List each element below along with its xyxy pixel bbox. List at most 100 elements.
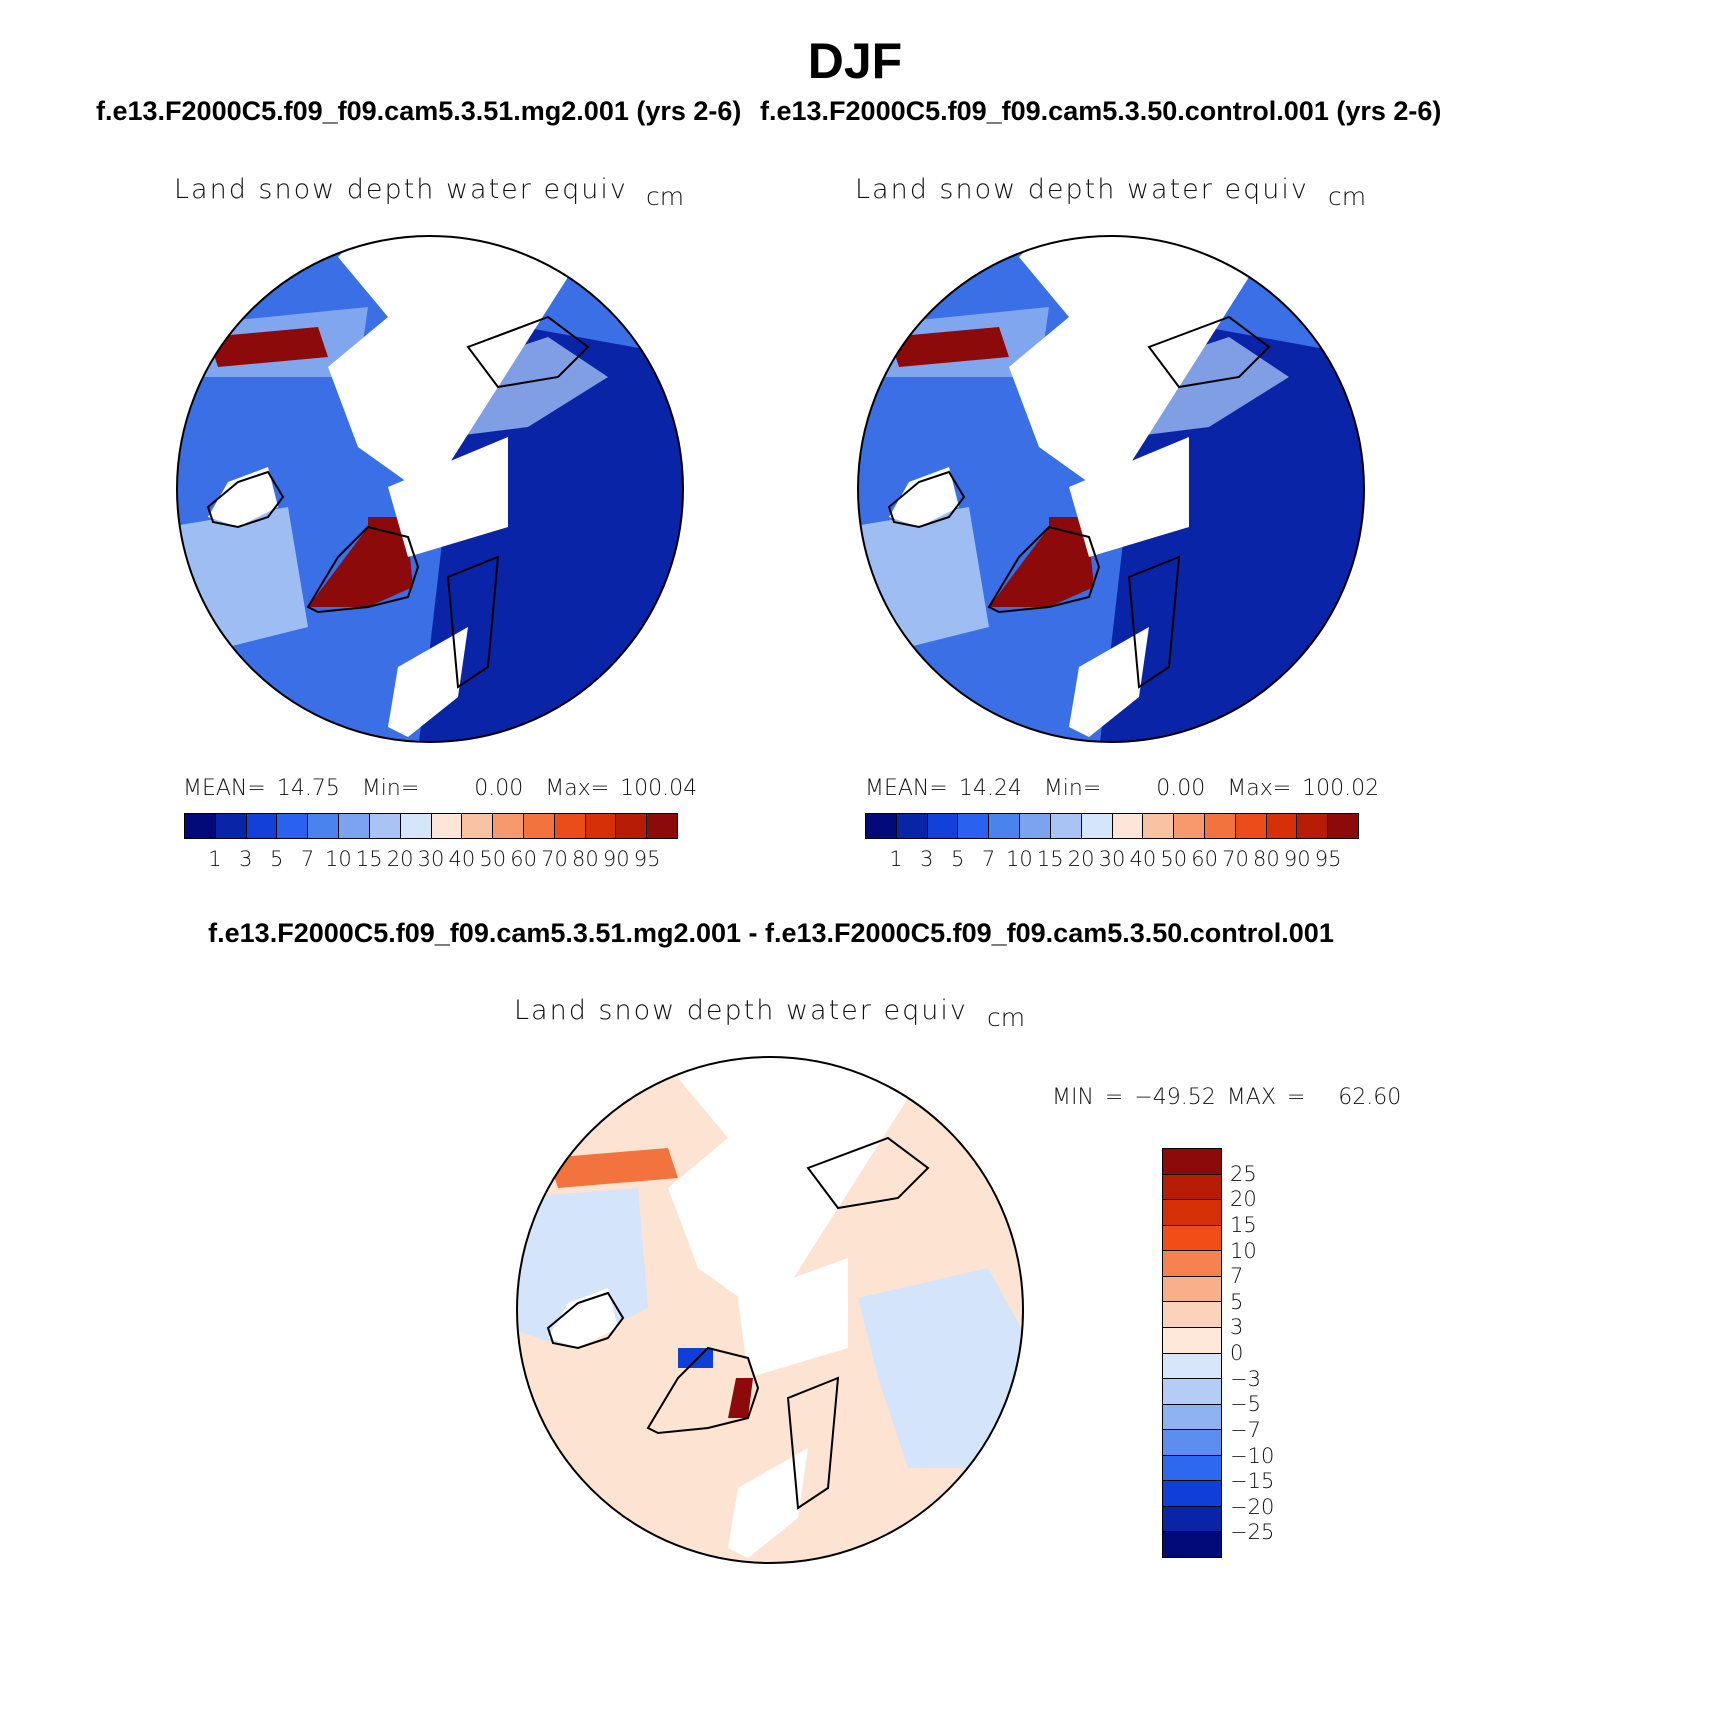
panel2-colorbar-swatch-7 (1081, 814, 1113, 838)
panel1-colorbar-tick-label: 10 (325, 847, 352, 871)
panel1-colorbar-tick-label: 95 (633, 847, 661, 871)
panel3-units: cm (987, 1003, 1026, 1032)
case2-title: f.e13.F2000C5.f09_f09.cam5.3.50.control.… (760, 96, 1442, 126)
panel2-colorbar-swatch-5 (1020, 814, 1051, 838)
diff-colorbar-ticks: 25 20 15 10 7 5 3 0 −3 −5 −7 −10 −15 −20 −25 (1230, 1148, 1310, 1558)
diff-colorbar-swatch-13 (1163, 1481, 1221, 1507)
panel2-colorbar-swatch-6 (1050, 814, 1082, 838)
panel2-colorbar-swatch-3 (958, 814, 990, 838)
panel2-colorbar-swatch-12 (1235, 814, 1267, 838)
case1-title: f.e13.F2000C5.f09_f09.cam5.3.51.mg2.001 … (96, 96, 742, 126)
panel1-colorbar-tick-label: 40 (448, 847, 476, 871)
panel1-colorbar-swatch-12 (554, 814, 586, 838)
diff-colorbar-tick-label: 3 (1230, 1315, 1244, 1340)
panel2-colorbar-swatch-11 (1204, 814, 1236, 838)
panel1-colorbar-swatch-15 (647, 814, 677, 838)
panel2-snow-field (858, 236, 1364, 742)
panel2-colorbar-swatch-9 (1143, 814, 1175, 838)
panel1-colorbar-tick-label: 50 (479, 847, 507, 871)
panel1-colorbar (184, 813, 678, 839)
diff-colorbar-swatch-10 (1163, 1404, 1221, 1431)
diff-colorbar-tick-label: 10 (1230, 1238, 1257, 1263)
panel1-colorbar-swatch-0 (185, 814, 216, 838)
panel1-snow-field (177, 236, 683, 742)
panel1-colorbar-tick-label: 80 (572, 847, 599, 871)
panel2-colorbar-tick-label: 90 (1283, 847, 1311, 871)
panel2-colorbar-tick-label: 10 (1006, 847, 1033, 871)
panel1-colorbar-swatch-11 (523, 814, 555, 838)
panel2-colorbar-tick-label: 40 (1129, 847, 1157, 871)
diff-colorbar-swatch-12 (1163, 1455, 1221, 1482)
panel2-colorbar-swatch-8 (1112, 814, 1144, 838)
diff-stats: MIN = −49.52 MAX = 62.60 (1052, 1085, 1402, 1110)
panel2-colorbar-swatch-15 (1328, 814, 1358, 838)
panel2-colorbar-tick-label: 5 (950, 847, 965, 871)
panel1-colorbar-swatch-9 (462, 814, 494, 838)
diff-colorbar-swatch-4 (1163, 1251, 1221, 1277)
diff-colorbar-tick-label: −25 (1230, 1520, 1275, 1545)
panel1-colorbar-swatch-10 (493, 814, 524, 838)
diff-colorbar-tick-label: 5 (1230, 1289, 1244, 1314)
panel2-colorbar-swatch-4 (989, 814, 1021, 838)
panel1-polar-map (176, 235, 684, 743)
diff-colorbar (1162, 1148, 1222, 1558)
panel1-colorbar-tick-label: 60 (510, 847, 537, 871)
panel1-colorbar-swatch-8 (431, 814, 463, 838)
diff-colorbar-tick-label: 0 (1230, 1341, 1244, 1365)
panel2-colorbar-tick-label: 1 (889, 847, 903, 871)
panel2-colorbar-swatch-1 (896, 814, 928, 838)
panel2-colorbar-swatch-0 (866, 814, 897, 838)
panel2-colorbar-swatch-13 (1266, 814, 1298, 838)
panel1-colorbar-tick-label: 90 (602, 847, 630, 871)
diff-colorbar-swatch-15 (1163, 1532, 1221, 1557)
diff-colorbar-tick-label: 20 (1230, 1187, 1257, 1212)
panel1-colorbar-tick-label: 1 (208, 847, 222, 871)
diff-colorbar-swatch-9 (1163, 1379, 1221, 1405)
diff-title: f.e13.F2000C5.f09_f09.cam5.3.51.mg2.001 … (208, 918, 1334, 948)
diff-colorbar-swatch-11 (1163, 1430, 1221, 1456)
panel1-colorbar-tick-label: 5 (269, 847, 284, 871)
panel1-colorbar-swatch-2 (246, 814, 278, 838)
panel2-colorbar-tick-label: 60 (1191, 847, 1218, 871)
diff-colorbar-tick-label: −7 (1230, 1417, 1261, 1442)
diff-colorbar-swatch-6 (1163, 1302, 1221, 1328)
diff-colorbar-tick-label: −15 (1230, 1469, 1275, 1494)
diff-field (517, 1057, 1023, 1563)
panel2-units: cm (1328, 182, 1367, 211)
diff-colorbar-swatch-2 (1163, 1200, 1221, 1226)
diff-colorbar-swatch-0 (1163, 1149, 1221, 1175)
panel1-stats: MEAN= 14.75 Min= 0.00 Max= 100.04 (183, 776, 698, 801)
panel1-colorbar-tick-label: 20 (386, 847, 414, 871)
diff-colorbar-tick-label: −10 (1230, 1443, 1275, 1468)
diff-colorbar-tick-label: −20 (1230, 1494, 1275, 1519)
diff-colorbar-swatch-8 (1163, 1353, 1221, 1380)
panel1-colorbar-swatch-4 (308, 814, 340, 838)
panel1-colorbar-tick-label: 3 (239, 847, 253, 871)
panel1-colorbar-swatch-14 (616, 814, 648, 838)
diff-colorbar-tick-label: −5 (1230, 1392, 1261, 1417)
panel2-stats: MEAN= 14.24 Min= 0.00 Max= 100.02 (865, 776, 1380, 801)
panel2-colorbar-swatch-14 (1297, 814, 1329, 838)
panel2-colorbar-tick-label: 50 (1160, 847, 1188, 871)
figure-title: DJF (807, 33, 903, 89)
panel1-colorbar-swatch-5 (339, 814, 370, 838)
diff-polar-map (516, 1056, 1024, 1564)
diff-colorbar-tick-label: 25 (1230, 1161, 1257, 1186)
panel2-colorbar-swatch-10 (1174, 814, 1205, 838)
panel1-colorbar-swatch-1 (215, 814, 247, 838)
diff-colorbar-swatch-7 (1163, 1327, 1221, 1354)
panel2-variable-title: Land snow depth water equiv (855, 174, 1309, 205)
panel2-colorbar-tick-label: 3 (920, 847, 934, 871)
diff-colorbar-swatch-1 (1163, 1174, 1221, 1201)
panel2-colorbar-tick-label: 7 (981, 847, 996, 871)
diff-colorbar-tick-label: 7 (1230, 1264, 1244, 1289)
panel2-colorbar-tick-label: 95 (1314, 847, 1342, 871)
panel1-colorbar-swatch-13 (585, 814, 617, 838)
panel2-colorbar-tick-label: 70 (1222, 847, 1249, 871)
diff-colorbar-swatch-3 (1163, 1225, 1221, 1252)
panel2-colorbar-swatch-2 (927, 814, 959, 838)
panel1-variable-title: Land snow depth water equiv (174, 174, 628, 205)
panel1-colorbar-ticks: 1 3 5 7 10 15 20 30 40 50 60 70 80 90 95 (184, 847, 678, 873)
diff-colorbar-swatch-14 (1163, 1506, 1221, 1533)
panel1-colorbar-swatch-3 (277, 814, 309, 838)
